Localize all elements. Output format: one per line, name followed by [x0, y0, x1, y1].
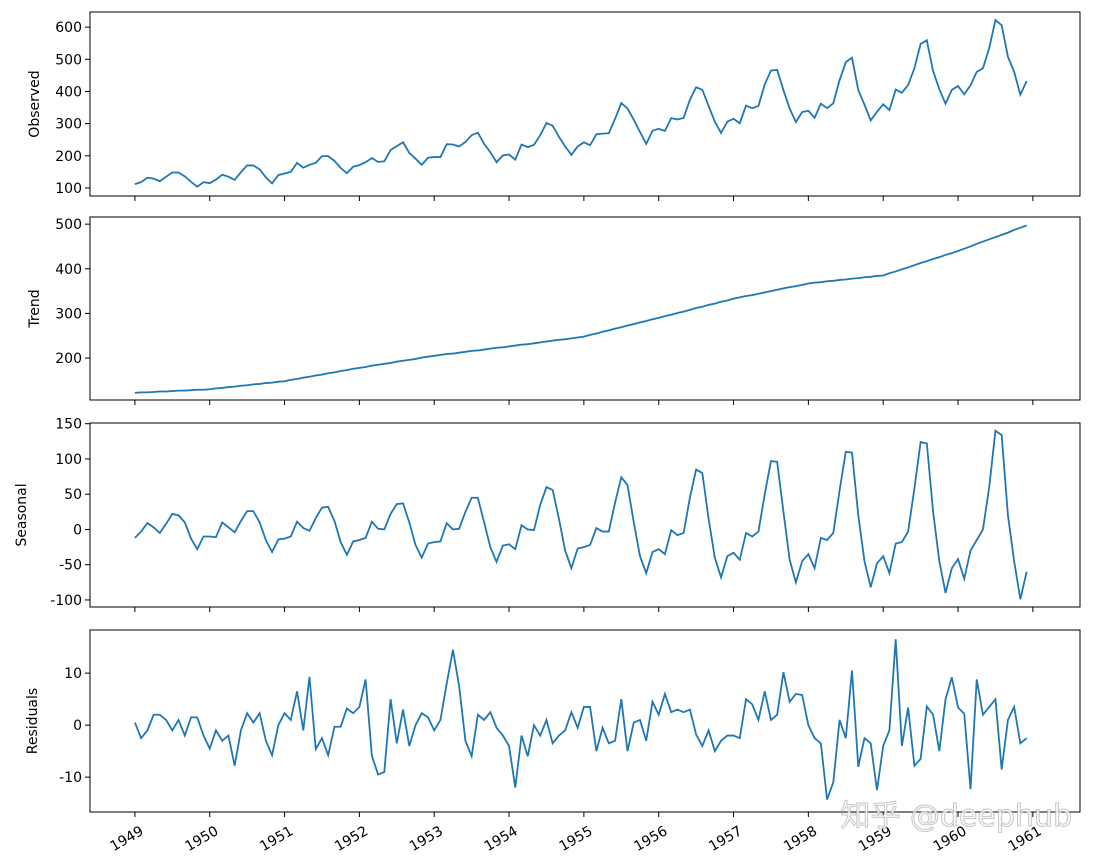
y-tick-label: -100 [50, 593, 82, 609]
x-tick-label: 1953 [407, 823, 446, 855]
y-tick-label: 100 [55, 181, 82, 197]
x-tick-label: 1957 [706, 823, 745, 855]
x-tick-label: 1955 [557, 823, 596, 855]
y-tick-label: 300 [55, 306, 82, 322]
y-tick-label: 400 [55, 84, 82, 100]
series-line [134, 639, 1028, 800]
y-tick-label: 600 [55, 20, 82, 36]
x-tick-label: 1951 [257, 823, 296, 855]
y-tick-label: 0 [73, 522, 82, 538]
series-line [134, 18, 1028, 188]
y-tick-label: 150 [55, 417, 82, 433]
watermark: 知乎 @deephub [840, 799, 1072, 834]
y-tick-label: 10 [64, 666, 82, 682]
y-axis-label: Residuals [25, 688, 41, 754]
y-tick-label: -10 [59, 770, 82, 786]
x-tick-label: 1954 [482, 823, 521, 855]
x-tick-label: 1949 [108, 823, 147, 855]
x-tick-label: 1958 [781, 823, 820, 855]
y-tick-label: -50 [59, 558, 82, 574]
y-tick-label: 100 [55, 452, 82, 468]
y-axis-label: Seasonal [14, 483, 30, 546]
y-axis-label: Trend [27, 289, 43, 328]
y-tick-label: 50 [64, 487, 82, 503]
y-tick-label: 300 [55, 117, 82, 133]
axes-frame [89, 422, 1081, 608]
series-line [134, 224, 1027, 394]
y-axis-label: Observed [27, 70, 43, 137]
x-tick-label: 1952 [332, 823, 371, 855]
y-tick-label: 0 [73, 718, 82, 734]
y-tick-label: 400 [55, 262, 82, 278]
axes-frame [89, 11, 1081, 197]
axes-frame [89, 216, 1081, 401]
series-line [134, 429, 1028, 600]
x-tick-label: 1950 [182, 823, 221, 855]
y-tick-label: 200 [55, 149, 82, 165]
y-tick-label: 500 [55, 52, 82, 68]
y-tick-label: 200 [55, 351, 82, 367]
x-tick-label: 1956 [631, 823, 670, 855]
axes-frame [89, 629, 1081, 813]
y-tick-label: 500 [55, 217, 82, 233]
